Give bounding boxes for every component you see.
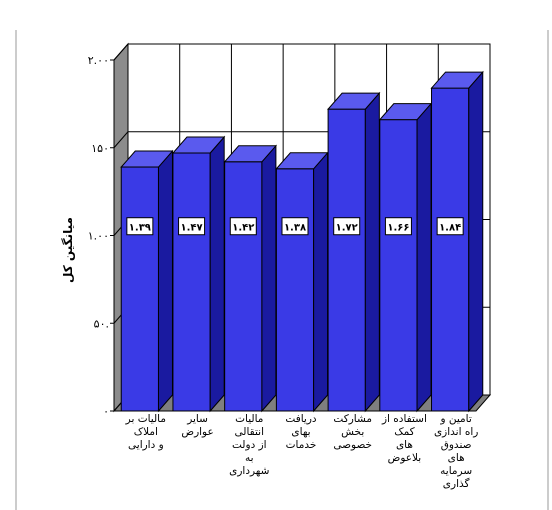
category-label-line: راه اندازی	[434, 426, 478, 438]
data-label: ۱.۶۶	[387, 223, 409, 234]
category-label-line: به	[245, 452, 254, 464]
category-label-line: و دارایی	[128, 439, 164, 451]
category-label-line: مالیات	[235, 413, 263, 425]
bar-front	[379, 119, 418, 412]
bar-side	[261, 144, 277, 413]
category-label-line: بلاعوض	[388, 452, 422, 464]
category-label-line: بهای	[291, 426, 310, 438]
category-label-line: انتقالی	[235, 426, 264, 438]
category-label-line: های	[396, 439, 413, 451]
category-label-line: استفاده از	[381, 413, 427, 425]
bar: ۱.۶۶	[378, 102, 433, 413]
bar-top	[326, 92, 381, 110]
bar: ۱.۴۷	[171, 135, 226, 413]
category-label-line: های	[448, 452, 465, 464]
category-label-line: مالیات بر	[125, 413, 166, 425]
category-label-line: مشارکت	[333, 413, 372, 425]
category-label-line: کمک	[394, 426, 414, 438]
y-tick-label: ۰	[103, 405, 109, 418]
category-label-line: عوارض	[181, 426, 213, 438]
bar-side	[364, 91, 380, 413]
category-label-line: از دولت	[232, 439, 267, 451]
bar: ۱.۴۲	[223, 144, 278, 413]
bar-top	[430, 71, 484, 89]
bar-front	[275, 168, 315, 412]
data-label: ۱.۸۴	[439, 223, 461, 234]
data-label: ۱.۳۹	[129, 223, 151, 234]
y-tick-label: ۱۵۰	[91, 142, 109, 155]
category-label-line: شهرداری	[229, 465, 269, 477]
category-label-line: تامین و	[439, 413, 471, 425]
y-tick-label: ۲.۰۰	[88, 54, 109, 67]
y-tick-label: ۱.۰۰	[88, 230, 109, 243]
gridline-side	[113, 131, 129, 149]
data-label-box	[384, 217, 412, 236]
data-label: ۱.۴۷	[181, 223, 203, 234]
y-tick-labels: ۰ ۵۰. ۱.۰۰ ۱۵۰ ۲.۰۰	[88, 54, 109, 418]
category-label-line: دریافت	[285, 413, 317, 425]
bar: ۱.۳۹	[120, 149, 174, 413]
data-label-box	[126, 217, 154, 236]
bar: ۱.۷۲	[326, 91, 381, 413]
category-label-line: خصوصی	[333, 439, 372, 451]
category-label-line: سرمایه	[440, 465, 472, 477]
data-label: ۱.۷۲	[336, 223, 358, 234]
bar-side	[468, 70, 484, 413]
y-tick-label: ۵۰.	[94, 317, 109, 330]
category-label-line: سایر	[186, 413, 208, 425]
bar-side	[313, 151, 329, 413]
data-label-box	[436, 217, 464, 236]
data-label-box	[333, 217, 361, 236]
bar: ۱.۸۴	[430, 70, 484, 413]
category-label-line: گذاری	[443, 477, 470, 490]
data-label-box	[281, 217, 309, 236]
category-label-line: بخش	[341, 426, 364, 438]
bar-side	[209, 135, 225, 413]
bar-top	[223, 145, 278, 163]
category-label-line: املاک	[134, 426, 158, 438]
data-label-box	[178, 217, 206, 236]
bar: ۱.۳۸	[275, 151, 329, 413]
bar-top	[171, 136, 226, 154]
gridline-side	[113, 43, 129, 61]
bars: ۱.۳۹ ۱.۴۷ ۱.۴۲ ۱.۳۸ ۱.۷۲ ۱.۶۶ ۱.۸۴	[120, 70, 484, 413]
bar-front	[120, 166, 159, 412]
category-label-line: صندوق	[441, 439, 472, 451]
bar-front	[172, 152, 211, 412]
y-axis-label: میانگین کل	[61, 217, 75, 283]
bar-side	[416, 102, 432, 413]
data-label-box	[229, 217, 257, 236]
data-label: ۱.۴۲	[232, 223, 254, 234]
bar-side	[157, 149, 173, 413]
data-label: ۱.۳۸	[284, 223, 306, 234]
bar-front	[327, 108, 366, 412]
bar-front	[431, 87, 470, 412]
bar-front	[224, 161, 263, 412]
bar-top	[120, 150, 174, 168]
category-label-line: خدمات	[286, 439, 317, 451]
